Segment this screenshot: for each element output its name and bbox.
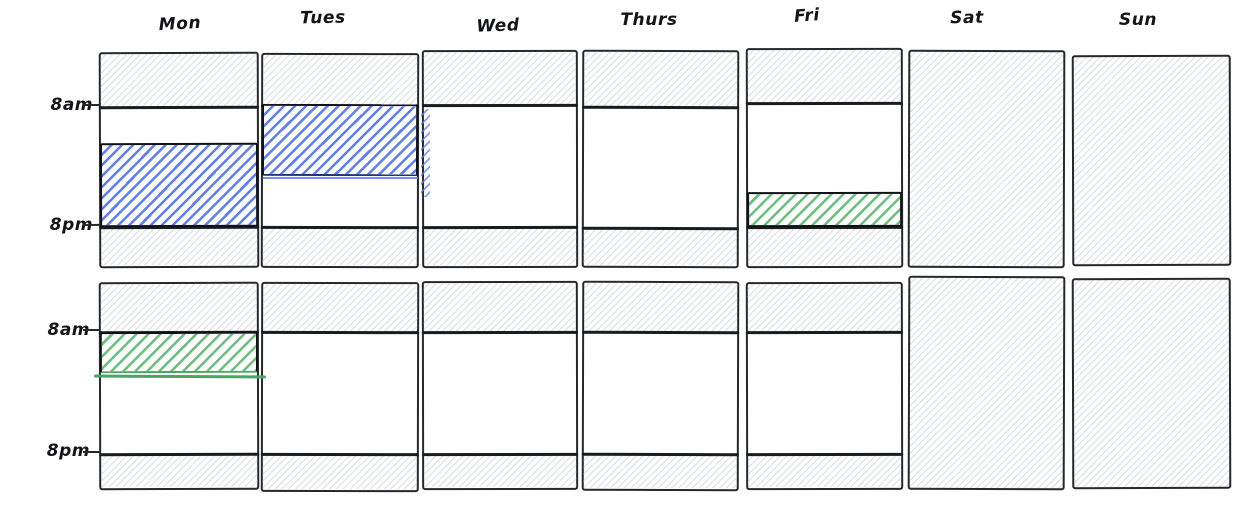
blocked-evening — [262, 454, 417, 490]
time-tick — [83, 329, 100, 331]
day-column-week-1-wed[interactable] — [421, 49, 579, 269]
time-tick — [83, 451, 100, 453]
blocked-evening — [101, 227, 258, 266]
blocked-evening — [583, 228, 737, 266]
line-8pm — [746, 452, 904, 457]
day-column-week-2-wed[interactable] — [421, 280, 579, 491]
time-tick — [83, 104, 100, 106]
blocked-morning — [747, 283, 901, 333]
day-header-thurs: Thurs — [620, 10, 678, 30]
blocked-morning — [747, 49, 901, 104]
line-8pm — [260, 452, 419, 457]
blocked-evening — [424, 227, 577, 266]
day-column-week-2-fri[interactable] — [745, 281, 904, 491]
blue-underline-artifact — [263, 177, 418, 179]
day-column-week-1-sat[interactable] — [907, 49, 1066, 269]
event-block-green[interactable] — [747, 191, 903, 228]
blocked-morning — [100, 53, 257, 108]
blocked-morning — [584, 51, 738, 108]
event-block-green[interactable] — [99, 332, 258, 374]
line-8am — [421, 330, 578, 335]
blocked-evening — [583, 454, 737, 489]
day-column-week-1-fri[interactable] — [745, 47, 904, 269]
time-label-week1-8pm: 8pm — [49, 215, 93, 235]
line-8am — [421, 103, 578, 108]
line-8pm — [581, 226, 739, 231]
blocked-morning — [584, 282, 738, 333]
day-column-week-2-tues[interactable] — [260, 281, 420, 493]
day-column-week-1-tues[interactable] — [260, 52, 420, 269]
blocked-evening — [262, 227, 417, 266]
day-header-mon: Mon — [158, 12, 202, 36]
day-column-week-2-sat[interactable] — [907, 275, 1066, 491]
day-column-week-1-mon[interactable] — [98, 51, 260, 269]
line-8am — [582, 330, 740, 335]
blocked-evening — [101, 454, 258, 488]
blocked-morning — [423, 51, 576, 106]
blocked-evening — [424, 454, 577, 488]
blocked-evening — [748, 454, 902, 488]
line-8pm — [422, 225, 579, 230]
blocked-morning — [263, 54, 418, 107]
line-8pm — [260, 225, 419, 230]
time-label-week1-8am: 8am — [50, 95, 93, 115]
event-block-blue[interactable] — [99, 143, 259, 228]
blocked-morning — [423, 282, 576, 333]
line-8am — [261, 330, 420, 335]
day-header-tues: Tues — [300, 7, 346, 29]
blocked-morning — [100, 283, 257, 333]
day-header-sat: Sat — [949, 7, 985, 29]
day-column-week-2-thurs[interactable] — [581, 280, 740, 492]
day-header-fri: Fri — [793, 5, 821, 27]
day-header-sun: Sun — [1118, 10, 1158, 30]
line-8pm — [422, 452, 579, 457]
day-column-week-1-thurs[interactable] — [581, 49, 740, 269]
time-label-week2-8pm: 8pm — [46, 441, 90, 461]
day-header-wed: Wed — [476, 15, 520, 37]
line-8am — [745, 101, 903, 106]
day-column-week-1-sun[interactable] — [1071, 54, 1232, 267]
day-column-week-2-sun[interactable] — [1071, 277, 1232, 490]
line-8am — [745, 330, 903, 335]
event-block-blue[interactable] — [261, 103, 419, 176]
time-tick — [82, 223, 101, 227]
time-label-week2-8am: 8am — [47, 320, 90, 340]
hatch-spill-artifact — [421, 109, 430, 197]
blocked-morning — [263, 283, 418, 333]
line-8pm — [99, 452, 260, 457]
line-8am — [98, 105, 259, 110]
day-column-week-2-mon[interactable] — [98, 281, 260, 491]
blocked-evening — [748, 227, 902, 266]
line-8am — [582, 105, 740, 110]
line-8pm — [581, 452, 739, 457]
